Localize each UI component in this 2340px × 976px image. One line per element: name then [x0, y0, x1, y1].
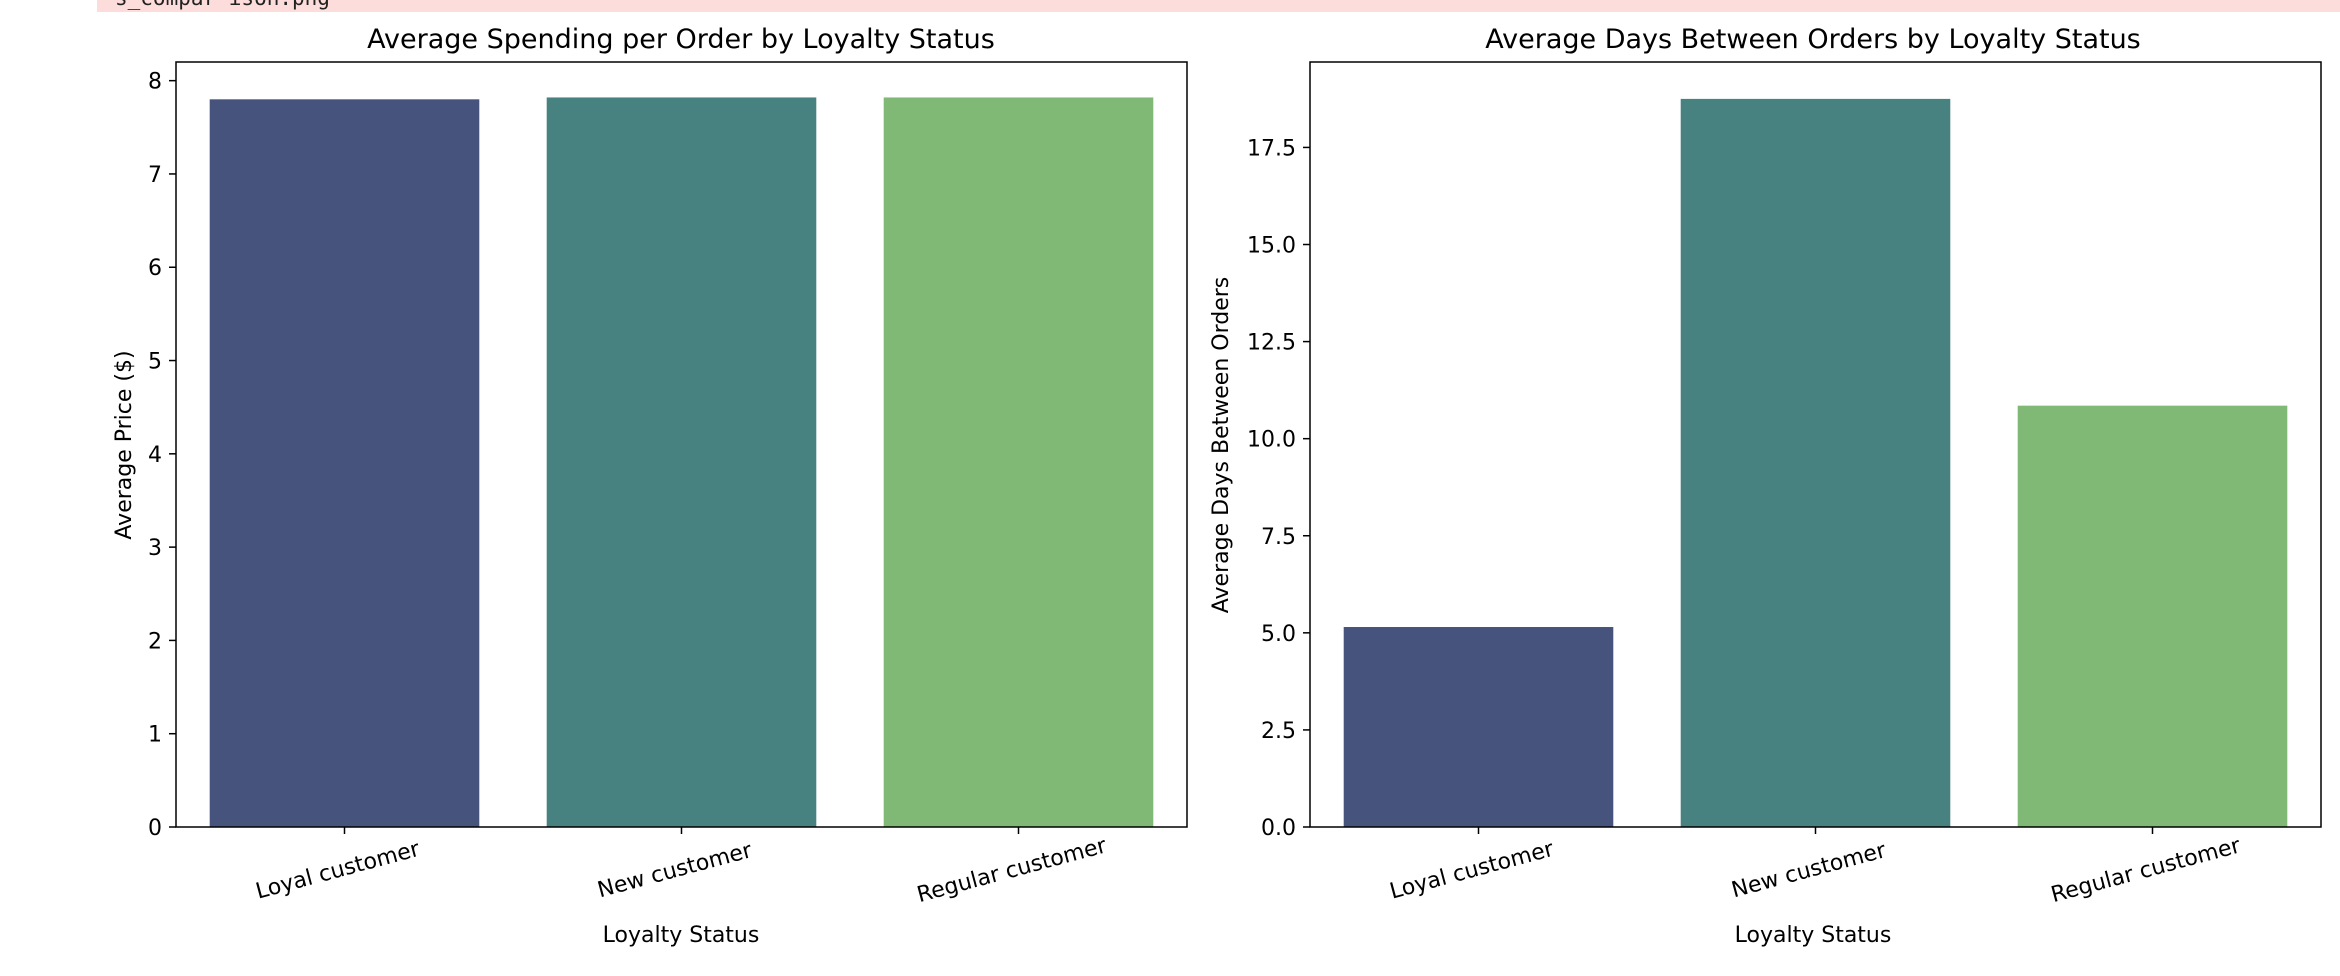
x-tick-label: Loyal customer: [1387, 837, 1557, 905]
chart-average-days: Average Days Between Orders by Loyalty S…: [1209, 24, 2322, 948]
chart-title: Average Spending per Order by Loyalty St…: [367, 24, 995, 55]
plot-frame: [1309, 61, 2322, 828]
x-ticks: Loyal customer New customer Regular custom…: [253, 827, 1110, 908]
x-axis-label: Loyalty Status: [1735, 923, 1892, 948]
y-tick-label: 15.0: [1247, 234, 1296, 259]
x-ticks: Loyal customer New customer Regular custom…: [1387, 827, 2244, 908]
plot-frame: [175, 61, 1188, 828]
y-ticks: 0 1 2 3 4 5 6 7 8: [148, 70, 176, 841]
y-tick-label: 10.0: [1247, 428, 1296, 453]
y-tick-label: 4: [148, 443, 162, 468]
x-tick-label: Regular customer: [914, 833, 1110, 908]
y-tick-label: 3: [148, 536, 162, 561]
y-tick-label: 7: [148, 163, 162, 188]
y-tick-label: 2: [148, 629, 162, 654]
y-tick-label: 6: [148, 256, 162, 281]
bar: [1680, 98, 1951, 827]
y-tick-label: 8: [148, 70, 162, 95]
x-tick-label: New customer: [595, 838, 756, 903]
x-tick-label: Regular customer: [2048, 833, 2244, 908]
chart-average-spending: Average Spending per Order by Loyalty St…: [112, 24, 1188, 948]
chart-title: Average Days Between Orders by Loyalty S…: [1485, 24, 2141, 55]
bar: [1343, 627, 1614, 827]
y-tick-label: 2.5: [1261, 719, 1296, 744]
y-tick-label: 5.0: [1261, 622, 1296, 647]
y-tick-label: 0: [148, 816, 162, 841]
bar: [546, 97, 817, 827]
x-axis-label: Loyalty Status: [603, 923, 760, 948]
bar: [2017, 405, 2288, 827]
bar-group: [209, 97, 1154, 827]
y-tick-label: 7.5: [1261, 525, 1296, 550]
bar: [209, 99, 480, 827]
y-ticks: 0.0 2.5 5.0 7.5 10.0 12.5 15.0 17.5: [1247, 136, 1310, 841]
y-tick-label: 17.5: [1247, 136, 1296, 161]
bar-group: [1343, 98, 2288, 827]
y-axis-label: Average Price ($): [112, 350, 137, 539]
y-axis-label: Average Days Between Orders: [1209, 277, 1234, 613]
y-tick-label: 5: [148, 350, 162, 375]
y-tick-label: 0.0: [1261, 816, 1296, 841]
bar: [883, 97, 1154, 827]
x-tick-label: New customer: [1729, 838, 1890, 903]
filename-banner-text: s_compar ison.png: [115, 0, 330, 10]
y-tick-label: 12.5: [1247, 331, 1296, 356]
filename-banner: s_compar ison.png: [97, 0, 2340, 12]
x-tick-label: Loyal customer: [253, 837, 423, 905]
y-tick-label: 1: [148, 723, 162, 748]
